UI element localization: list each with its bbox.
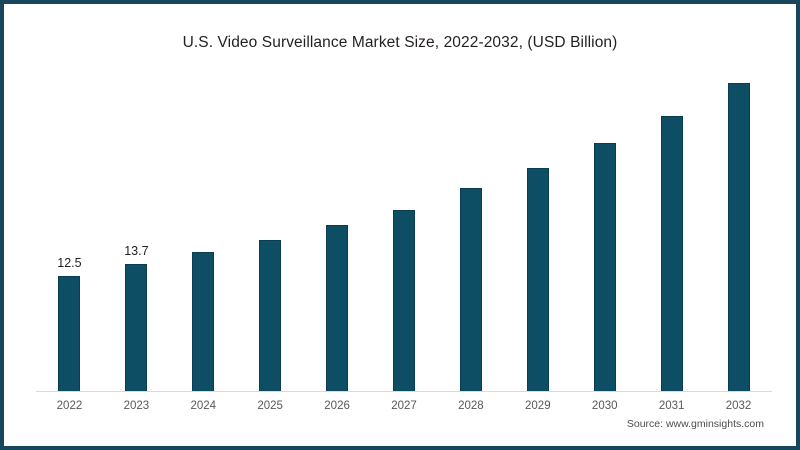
bar-2027[interactable]	[392, 210, 415, 392]
bar-2025[interactable]	[259, 240, 282, 392]
x-axis-line	[36, 391, 772, 392]
x-tick-label-2022: 2022	[56, 400, 83, 412]
bar-2030[interactable]	[593, 143, 616, 392]
bar-group	[437, 66, 504, 392]
bar-group: 13.7	[103, 66, 170, 392]
x-tick-label-2028: 2028	[458, 400, 484, 412]
x-tick-label-2027: 2027	[391, 400, 417, 412]
bar-2028[interactable]	[459, 188, 482, 392]
bar-2023[interactable]	[125, 264, 148, 392]
x-tick-label-2024: 2024	[190, 400, 217, 412]
bar-group	[638, 66, 705, 392]
bar-group	[371, 66, 438, 392]
bar-2031[interactable]	[660, 116, 683, 392]
bar-2026[interactable]	[326, 225, 349, 392]
bar-2024[interactable]	[192, 252, 215, 392]
x-tick-label-2023: 2023	[123, 400, 150, 412]
bar-2032[interactable]	[727, 82, 750, 392]
bar-group	[237, 66, 304, 392]
x-tick-label-2030: 2030	[591, 400, 618, 412]
bar-group	[170, 66, 237, 392]
bar-2029[interactable]	[526, 168, 549, 392]
bar-2022[interactable]	[58, 275, 81, 392]
bar-value-label-2022: 12.5	[57, 255, 82, 270]
plot-area: 12.5 13.7	[36, 66, 772, 392]
bar-group: 12.5	[36, 66, 103, 392]
source-note: Source: www.gminsights.com	[626, 418, 764, 430]
x-tick-label-2026: 2026	[324, 400, 350, 412]
bar-value-label-2023: 13.7	[124, 244, 149, 259]
x-tick-label-2025: 2025	[257, 400, 283, 412]
bar-group	[504, 66, 571, 392]
bar-group	[705, 66, 772, 392]
x-tick-label-2029: 2029	[525, 400, 551, 412]
bar-group	[571, 66, 638, 392]
x-tick-label-2032: 2032	[725, 400, 752, 412]
bar-group	[304, 66, 371, 392]
x-tick-label-2031: 2031	[658, 400, 685, 412]
page-title: U.S. Video Surveillance Market Size, 202…	[182, 34, 618, 51]
